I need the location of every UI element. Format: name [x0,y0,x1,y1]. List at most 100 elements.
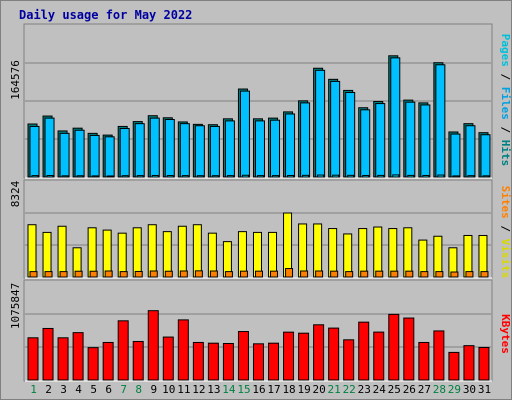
bar-files [330,80,341,178]
day-label: 9 [150,383,157,396]
bar-visits [313,223,323,278]
bar-visits [343,233,353,278]
bar-visits [207,232,217,278]
bar-files [119,128,130,178]
bar-kbytes [403,317,415,381]
bar-visits [132,227,142,278]
day-label: 25 [388,383,401,396]
bar-pages [467,175,475,178]
bar-pages [347,174,355,178]
day-label: 30 [463,383,476,396]
bar-pages [196,175,204,178]
legend-hits: Hits [499,140,512,167]
day-label: 14 [222,383,236,396]
bar-pages [76,175,84,178]
bar-kbytes [313,324,325,381]
day-label: 11 [177,383,190,396]
bar-sites [300,270,309,278]
legend-pages: Pages [499,34,512,67]
bar-files [104,136,115,178]
bar-pages [437,174,445,178]
bar-kbytes [448,351,460,381]
bar-sites [104,270,113,278]
bar-sites [179,270,188,278]
bar-sites [254,270,263,278]
bar-visits [463,234,473,278]
bar-pages [452,175,460,178]
legend-visits: Visits [499,239,512,279]
bar-kbytes [433,330,445,381]
bar-kbytes [207,342,219,381]
day-label: 22 [343,383,356,396]
scale-label-kbytes: 1075847 [9,283,22,329]
bar-sites [480,271,489,278]
bar-pages [482,175,490,178]
bar-visits [57,225,67,278]
day-label: 1 [30,383,37,396]
bar-files [450,133,461,178]
svg-text:Sites / Visits: Sites / Visits [499,186,512,279]
bar-kbytes [358,321,370,381]
bar-kbytes [102,341,114,381]
bar-pages [317,174,325,178]
bar-kbytes [147,310,159,381]
bar-sites [345,271,354,278]
bar-files [480,134,491,178]
bar-visits [268,231,278,278]
bar-kbytes [343,339,355,381]
bar-kbytes [328,327,340,381]
bar-sites [420,271,429,278]
bar-sites [224,271,233,278]
day-label: 20 [313,383,326,396]
day-label: 5 [90,383,97,396]
bar-files [164,119,175,178]
bar-sites [465,271,474,278]
bar-sites [209,270,218,278]
bar-files [420,104,431,178]
day-label: 29 [448,383,461,396]
bar-kbytes [252,343,264,381]
bar-files [465,125,476,178]
day-label: 17 [267,383,280,396]
day-label: 7 [120,383,127,396]
day-label: 6 [105,383,112,396]
bar-pages [302,174,310,178]
bar-sites [89,270,98,278]
bar-visits [478,234,488,278]
bar-pages [106,175,114,178]
day-label: 18 [282,383,295,396]
bar-pages [272,175,280,178]
day-label: 31 [478,383,491,396]
bar-pages [287,174,295,178]
day-label: 13 [207,383,220,396]
bar-files [270,119,281,178]
bar-sites [315,270,324,278]
day-label: 8 [135,383,142,396]
bar-sites [194,270,203,278]
bar-kbytes [463,345,475,381]
bar-files [74,129,85,178]
bar-pages [46,175,54,178]
bar-pages [392,174,400,178]
day-label: 26 [403,383,416,396]
bar-visits [388,228,398,278]
bar-kbytes [222,342,234,381]
bar-pages [211,175,219,178]
bar-kbytes [478,346,490,381]
day-label: 10 [162,383,175,396]
bar-kbytes [237,331,249,381]
day-label: 19 [297,383,310,396]
bar-pages [362,174,370,178]
bar-visits [433,235,443,278]
day-label: 24 [373,383,387,396]
bar-visits [177,225,187,278]
bar-visits [147,224,157,278]
day-label: 27 [418,383,431,396]
bar-visits [192,224,202,278]
bar-pages [407,174,415,178]
scale-label-pages: 164576 [9,60,22,100]
bar-pages [226,175,234,178]
bar-kbytes [72,332,84,381]
bar-kbytes [27,337,39,381]
bar-kbytes [298,332,310,381]
